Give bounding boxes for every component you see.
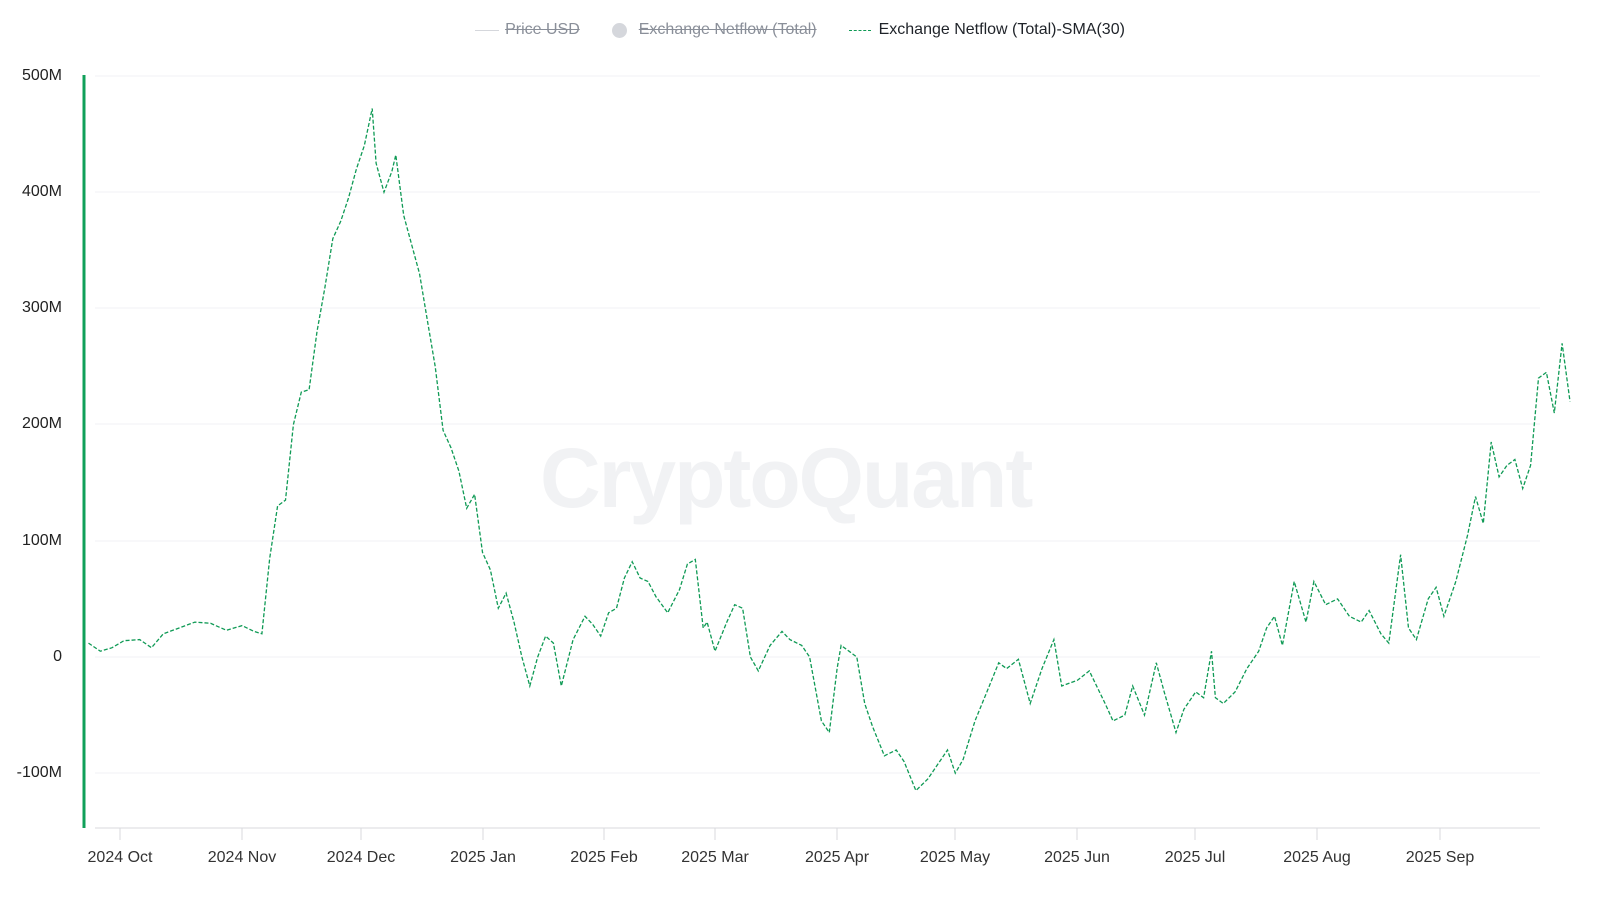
y-tick-label: 400M (21, 183, 62, 200)
y-tick-label: 500M (21, 67, 62, 84)
chart-legend: Price USD Exchange Netflow (Total) Excha… (0, 18, 1600, 42)
x-tick-label: 2024 Nov (207, 849, 277, 866)
dot-swatch-icon (611, 22, 627, 38)
x-tick-label: 2025 Mar (681, 849, 749, 866)
x-axis-ticks (119, 828, 1441, 840)
y-tick-label: 300M (21, 299, 62, 316)
x-tick-label: 2025 Apr (804, 849, 870, 866)
legend-item-exchange-netflow[interactable]: Exchange Netflow (Total) (611, 21, 817, 39)
legend-label: Exchange Netflow (Total)-SMA(30) (878, 21, 1125, 38)
x-tick-label: 2024 Dec (326, 849, 396, 866)
y-tick-label: -100M (16, 764, 62, 781)
line-swatch-icon (475, 29, 500, 31)
series-line-sma30[interactable] (88, 108, 1571, 792)
legend-item-price-usd[interactable]: Price USD (475, 21, 580, 39)
x-tick-label: 2025 Jul (1164, 849, 1226, 866)
legend-label: Exchange Netflow (Total) (638, 21, 817, 38)
watermark-logo: CryptoQuant (540, 431, 1033, 525)
legend-item-exchange-netflow-sma30[interactable]: Exchange Netflow (Total)-SMA(30) (848, 21, 1125, 39)
legend-label: Price USD (505, 21, 580, 38)
x-tick-label: 2025 Feb (570, 849, 638, 866)
x-tick-label: 2024 Oct (87, 849, 153, 866)
x-tick-label: 2025 Jun (1044, 849, 1110, 866)
y-tick-label: 100M (21, 532, 62, 549)
x-tick-label: 2025 May (919, 849, 991, 866)
x-tick-label: 2025 Jan (450, 849, 516, 866)
x-tick-label: 2025 Sep (1405, 849, 1475, 866)
y-tick-label: 0 (53, 648, 62, 665)
dashed-line-swatch-icon (848, 29, 871, 31)
x-tick-label: 2025 Aug (1283, 849, 1351, 866)
y-tick-label: 200M (21, 415, 62, 432)
gridlines (95, 75, 1540, 774)
